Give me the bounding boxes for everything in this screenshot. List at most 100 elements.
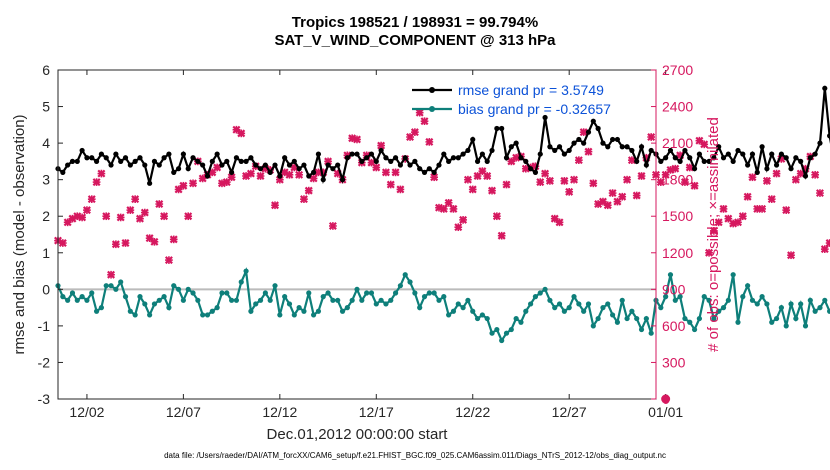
bias-point <box>523 308 529 314</box>
y2-tick-label: 2100 <box>662 135 693 151</box>
bias-point <box>436 297 442 303</box>
bias-point <box>267 297 273 303</box>
bias-point <box>455 301 461 307</box>
rmse-point <box>556 144 563 150</box>
bias-point <box>296 305 302 311</box>
obs-assimilated-point <box>410 128 419 137</box>
bias-point <box>383 301 389 307</box>
rmse-point <box>441 151 447 157</box>
rmse-point <box>696 151 703 157</box>
obs-assimilated-point <box>700 140 709 149</box>
obs-assimilated-point <box>169 235 178 244</box>
bias-point <box>658 305 664 311</box>
bias-point <box>614 319 621 325</box>
rmse-point <box>537 151 543 157</box>
rmse-point <box>769 151 775 157</box>
data-file-footer: data file: /Users/raeder/DAI/ATM_forcXX/… <box>164 451 666 460</box>
bias-point <box>716 308 722 314</box>
bias-point <box>576 301 582 307</box>
obs-assimilated-point <box>237 129 246 138</box>
bias-point <box>450 308 457 314</box>
bias-point <box>257 297 264 303</box>
bias-point <box>754 301 760 307</box>
rmse-point <box>822 85 828 91</box>
bias-point <box>788 301 794 307</box>
bias-point <box>325 290 331 296</box>
bias-point <box>595 315 601 322</box>
rmse-point <box>624 144 630 150</box>
bias-point <box>706 297 712 303</box>
obs-assimilated-point <box>454 223 463 232</box>
bias-point <box>219 290 225 296</box>
bias-point <box>103 283 109 289</box>
obs-assimilated-point <box>541 169 550 178</box>
obs-assimilated-point <box>811 170 820 179</box>
rmse-point <box>200 162 206 168</box>
rmse-point <box>286 162 293 168</box>
bias-point <box>354 286 360 292</box>
rmse-point <box>528 166 534 172</box>
series-rmse <box>55 85 830 186</box>
obs-assimilated-point <box>189 179 198 188</box>
rmse-point <box>629 147 635 154</box>
bias-point <box>147 312 153 318</box>
y2-tick-label: 1200 <box>662 245 693 261</box>
rmse-point <box>325 162 331 168</box>
rmse-point <box>378 147 384 154</box>
rmse-point <box>450 155 457 161</box>
rmse-point <box>84 155 90 161</box>
bias-point <box>118 279 124 285</box>
bias-point <box>127 308 133 314</box>
bias-point <box>812 308 818 314</box>
obs-assimilated-point <box>560 176 569 185</box>
rmse-point <box>238 158 244 164</box>
bias-point <box>446 312 452 318</box>
y2-tick-label: 600 <box>662 318 686 334</box>
rmse-point <box>773 162 780 168</box>
bias-point <box>156 297 162 303</box>
bias-point <box>769 319 775 325</box>
rmse-point <box>301 162 307 168</box>
obs-assimilated-point <box>690 181 699 190</box>
bias-point <box>339 308 346 314</box>
rmse-point <box>793 155 799 161</box>
rmse-point <box>233 155 240 161</box>
bias-point <box>89 290 95 296</box>
rmse-point <box>368 151 375 157</box>
rmse-point <box>257 166 264 172</box>
obs-assimilated-point <box>444 198 453 207</box>
rmse-point <box>730 158 736 164</box>
plot-frame <box>58 70 656 399</box>
obs-assimilated-point <box>705 248 714 257</box>
rmse-point <box>209 158 215 164</box>
bias-point <box>489 330 495 336</box>
bias-point <box>667 272 674 278</box>
bias-point <box>827 308 830 314</box>
rmse-point <box>310 169 317 175</box>
bias-point <box>759 294 765 300</box>
rmse-point <box>446 158 452 164</box>
bias-point <box>79 294 85 300</box>
obs-assimilated-point <box>815 189 824 198</box>
x-tick-label: 12/02 <box>69 404 104 420</box>
rmse-point <box>749 151 756 157</box>
rmse-point <box>272 162 278 168</box>
obs-assimilated-point <box>179 181 188 190</box>
obs-assimilated-point <box>709 226 718 235</box>
rmse-point <box>412 158 418 164</box>
rmse-point <box>817 140 823 146</box>
y-tick-label: 2 <box>42 208 50 224</box>
bias-point <box>392 290 399 296</box>
bias-point <box>286 301 293 307</box>
rmse-point <box>204 173 211 179</box>
obs-assimilated-point <box>256 172 265 180</box>
y-axis-label: rmse and bias (model - observation) <box>11 114 28 354</box>
bias-point <box>817 305 823 311</box>
y-tick-label: 0 <box>42 281 50 297</box>
bias-point <box>571 294 577 300</box>
obs-assimilated-point <box>787 251 796 260</box>
bias-point <box>388 297 394 303</box>
bias-point <box>229 297 235 303</box>
bias-point <box>417 305 423 311</box>
bias-point <box>243 268 249 274</box>
